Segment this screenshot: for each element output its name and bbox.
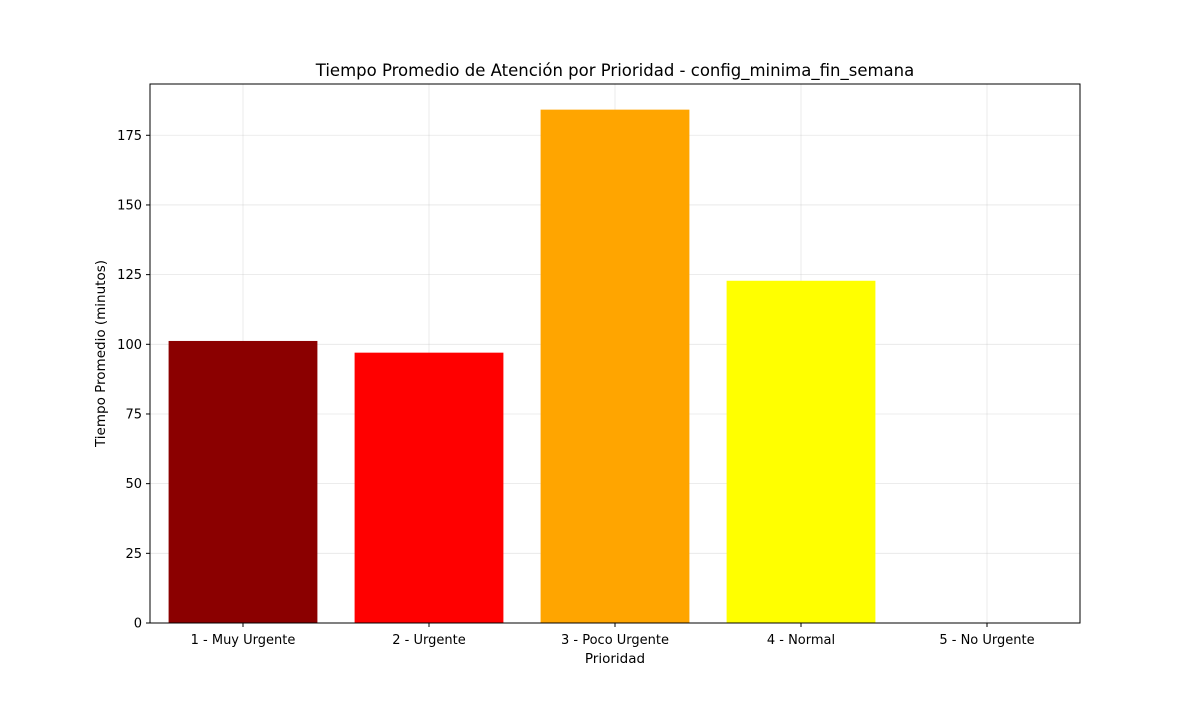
- bar-2: [354, 352, 504, 623]
- x-axis-label: Prioridad: [585, 651, 645, 667]
- bar-3: [540, 109, 690, 623]
- x-tick-label: 1 - Muy Urgente: [191, 633, 296, 648]
- y-tick-label: 0: [134, 617, 142, 632]
- y-tick-label: 75: [125, 407, 142, 422]
- bar-4: [726, 280, 876, 623]
- bar-1: [168, 340, 318, 623]
- y-tick-label: 25: [125, 547, 142, 562]
- bars-layer: [168, 109, 876, 623]
- chart-title: Tiempo Promedio de Atención por Priorida…: [315, 61, 914, 81]
- y-tick-label: 100: [117, 338, 142, 353]
- y-tick-label: 175: [117, 129, 142, 144]
- y-axis-label: Tiempo Promedio (minutos): [93, 260, 109, 448]
- x-tick-label: 5 - No Urgente: [939, 633, 1034, 648]
- ticks-layer: 1 - Muy Urgente 2 - Urgente 3 - Poco Urgen…: [117, 129, 1034, 648]
- y-tick-label: 125: [117, 268, 142, 283]
- x-tick-label: 3 - Poco Urgente: [561, 633, 669, 648]
- x-tick-label: 4 - Normal: [767, 633, 835, 648]
- y-tick-label: 150: [117, 198, 142, 213]
- y-tick-label: 50: [125, 477, 142, 492]
- x-tick-label: 2 - Urgente: [392, 633, 465, 648]
